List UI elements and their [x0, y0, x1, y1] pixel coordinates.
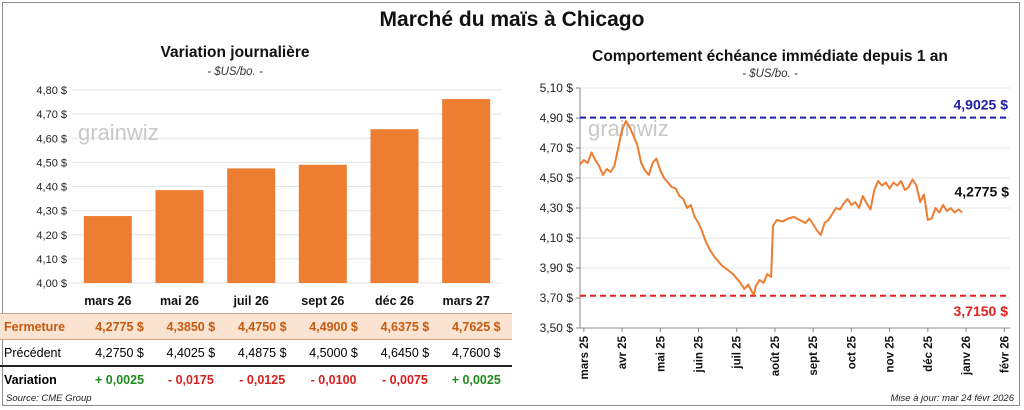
- x-tick-label: mai 26: [160, 294, 199, 308]
- x-tick-label: sept 26: [301, 294, 344, 308]
- high-label: 4,9025 $: [954, 97, 1009, 113]
- y-tick-label: 4,70 $: [540, 141, 574, 155]
- right-chart-unit: - $US/bo. -: [742, 68, 798, 80]
- table-cell: 4,2775 $: [95, 319, 144, 334]
- table-cell: 4,2750 $: [95, 345, 144, 360]
- bar: [155, 190, 204, 283]
- y-tick-label: 4,50 $: [36, 157, 67, 169]
- update-note: Mise à jour: mar 24 févr 2026: [890, 393, 1014, 404]
- table-cell: + 0,0025: [451, 372, 501, 387]
- y-tick-label: 4,70 $: [36, 109, 67, 121]
- y-tick-label: 4,20 $: [36, 230, 67, 242]
- table-cell: + 0,0025: [95, 372, 145, 387]
- x-tick-label: mars 25: [579, 335, 591, 379]
- x-tick-label: avr 25: [617, 335, 629, 369]
- right-chart-title: Comportement échéance immédiate depuis 1…: [592, 48, 948, 65]
- y-tick-label: 3,90 $: [540, 261, 574, 275]
- table-row: Précédent 4,2750 $ 4,4025 $ 4,4875 $ 4,5000 …: [0, 340, 512, 366]
- x-tick-label: août 25: [770, 335, 782, 376]
- x-tick-label: juil 25: [732, 335, 744, 369]
- y-tick-label: 4,50 $: [540, 171, 574, 185]
- x-tick-label: juin 25: [693, 335, 705, 373]
- chart-frame: [2, 2, 1020, 406]
- table-cell: 4,7600 $: [451, 345, 501, 360]
- price-line: [579, 120, 963, 296]
- bar: [442, 99, 491, 283]
- table-cell: 4,7625 $: [451, 319, 501, 334]
- x-tick-label: déc 25: [923, 335, 935, 371]
- table-cell: 4,6450 $: [380, 345, 430, 360]
- x-tick-label: juil 26: [232, 294, 268, 308]
- row-label: Variation: [4, 372, 57, 387]
- table-cell: 4,5000 $: [309, 345, 358, 360]
- page-title: Marché du maïs à Chicago: [379, 8, 645, 31]
- x-tick-label: déc 26: [375, 294, 414, 308]
- table-row: Variation + 0,0025 - 0,0175 - 0,0125 - 0,010…: [0, 366, 512, 392]
- bar-chart: grainwiz 4,00 $ 4,10 $ 4,20 $ 4,30 $ 4,40 $ 4…: [36, 85, 502, 308]
- y-tick-label: 4,80 $: [36, 85, 67, 97]
- x-tick-label: mai 25: [655, 335, 667, 371]
- x-tick-label: nov 25: [885, 335, 897, 372]
- bar: [370, 129, 419, 283]
- y-tick-label: 3,50 $: [540, 321, 574, 335]
- table-row: Fermeture 4,2775 $ 4,3850 $ 4,4750 $ 4,4900 …: [0, 313, 512, 340]
- left-chart-unit: - $US/bo. -: [207, 66, 263, 78]
- table-cell: - 0,0125: [239, 372, 286, 387]
- left-chart-title: Variation journalière: [160, 44, 310, 61]
- y-tick-label: 4,10 $: [36, 254, 67, 266]
- table-cell: 4,6375 $: [380, 319, 430, 334]
- bar: [83, 216, 132, 283]
- y-tick-label: 5,10 $: [540, 81, 574, 95]
- y-tick-label: 4,10 $: [540, 231, 574, 245]
- y-tick-label: 4,40 $: [36, 182, 67, 194]
- table-cell: - 0,0100: [310, 372, 357, 387]
- x-tick-label: mars 26: [84, 294, 131, 308]
- x-tick-label: janv 26: [961, 336, 973, 376]
- table-cell: - 0,0075: [381, 372, 428, 387]
- y-tick-label: 4,30 $: [540, 201, 574, 215]
- x-tick-label: sept 25: [808, 335, 820, 375]
- table-cell: 4,3850 $: [166, 319, 216, 334]
- x-tick-label: févr 26: [999, 336, 1011, 373]
- price-table: Fermeture 4,2775 $ 4,3850 $ 4,4750 $ 4,4900 …: [0, 313, 512, 392]
- x-tick-label: oct 25: [846, 335, 858, 369]
- x-tick-label: mars 27: [443, 294, 490, 308]
- row-label: Fermeture: [4, 319, 66, 334]
- bar: [227, 168, 276, 283]
- low-label: 3,7150 $: [954, 303, 1009, 319]
- last-price-label: 4,2775 $: [955, 183, 1010, 199]
- table-cell: 4,4750 $: [237, 319, 287, 334]
- bar: [298, 164, 347, 283]
- watermark-right: grainwiz: [588, 116, 669, 141]
- table-cell: 4,4875 $: [237, 345, 287, 360]
- y-tick-label: 3,70 $: [540, 291, 574, 305]
- row-label: Précédent: [4, 345, 61, 360]
- table-cell: 4,4025 $: [166, 345, 216, 360]
- y-tick-label: 4,60 $: [36, 133, 67, 145]
- y-tick-label: 4,00 $: [36, 278, 67, 290]
- y-tick-label: 4,90 $: [540, 111, 574, 125]
- watermark: grainwiz: [78, 120, 159, 145]
- table-cell: - 0,0175: [167, 372, 214, 387]
- table-cell: 4,4900 $: [309, 319, 358, 334]
- y-tick-label: 4,30 $: [36, 206, 67, 218]
- source-note: Source: CME Group: [6, 393, 92, 404]
